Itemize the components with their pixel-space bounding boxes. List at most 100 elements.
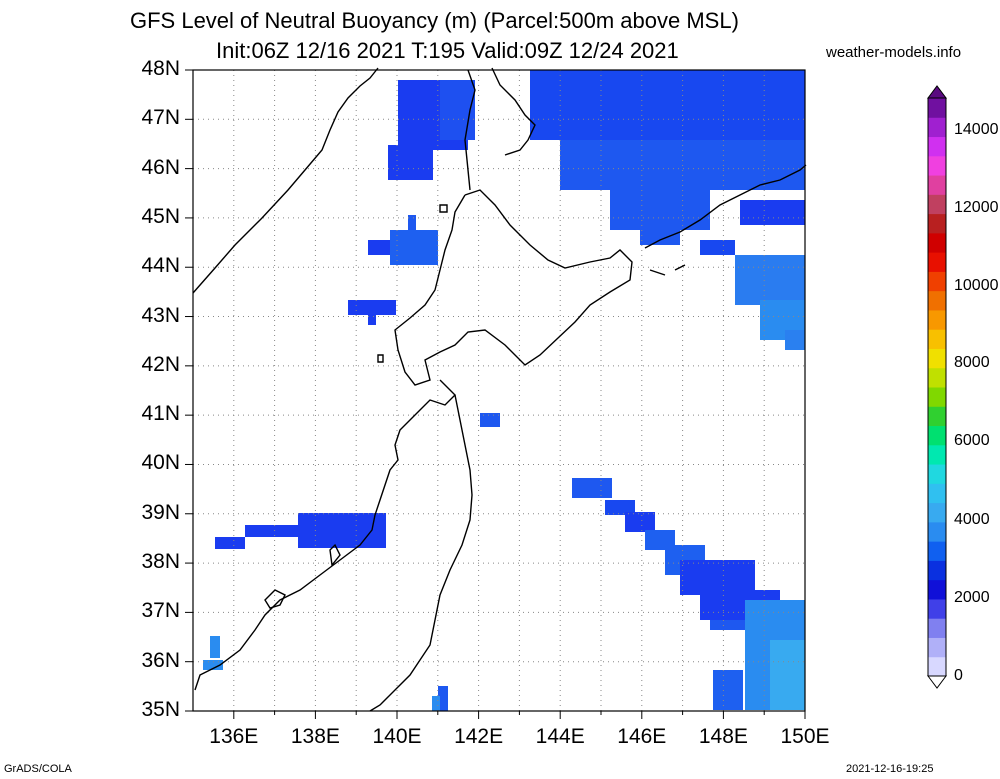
colorbar-segment bbox=[928, 560, 946, 581]
buoyancy-cell bbox=[440, 80, 475, 140]
latitude-label: 35N bbox=[141, 698, 180, 721]
latitude-label: 43N bbox=[141, 303, 180, 327]
colorbar-segment bbox=[928, 175, 946, 195]
longitude-label: 144E bbox=[535, 725, 585, 748]
mainland-coast bbox=[192, 67, 379, 294]
colorbar-segment bbox=[928, 541, 946, 561]
colorbar-top-arrow bbox=[927, 85, 947, 99]
buoyancy-cell bbox=[215, 537, 245, 549]
buoyancy-cell bbox=[368, 315, 376, 325]
buoyancy-cell bbox=[680, 560, 755, 595]
colorbar-segment bbox=[928, 637, 946, 658]
kuril-coast bbox=[644, 164, 807, 249]
colorbar-label: 12000 bbox=[954, 199, 999, 216]
honshu-coast bbox=[194, 379, 456, 691]
colorbar-bottom-arrow bbox=[927, 675, 947, 689]
sakhalin-coast bbox=[464, 67, 536, 191]
colorbar-segment bbox=[928, 579, 946, 600]
colorbar-segment bbox=[928, 232, 946, 253]
buoyancy-cell bbox=[480, 413, 500, 427]
colorbar-segment bbox=[928, 117, 946, 138]
latitude-label: 47N bbox=[141, 106, 180, 130]
colorbar-segment bbox=[928, 329, 946, 349]
buoyancy-cell bbox=[770, 640, 805, 710]
colorbar-segment bbox=[928, 521, 946, 542]
longitude-label: 138E bbox=[290, 725, 340, 748]
buoyancy-cell bbox=[388, 145, 433, 180]
colorbar-label: 2000 bbox=[954, 589, 990, 606]
buoyancy-cell bbox=[640, 225, 680, 245]
buoyancy-cell bbox=[348, 300, 396, 315]
longitude-label: 146E bbox=[617, 725, 667, 748]
latitude-label: 37N bbox=[141, 599, 180, 623]
latitude-label: 42N bbox=[141, 352, 180, 376]
colorbar-segment bbox=[928, 290, 946, 311]
colorbar-frame bbox=[927, 97, 947, 677]
colorbar-segment bbox=[928, 155, 946, 176]
colorbar-label: 6000 bbox=[954, 432, 990, 449]
buoyancy-cell bbox=[432, 696, 440, 711]
colorbar-segment bbox=[928, 464, 946, 484]
footer-timestamp: 2021-12-16-19:25 bbox=[846, 763, 934, 775]
colorbar-segment bbox=[928, 252, 946, 272]
colorbar-segment bbox=[928, 483, 946, 504]
buoyancy-cell bbox=[610, 185, 710, 230]
buoyancy-cell bbox=[210, 636, 220, 658]
plot-frame bbox=[192, 69, 806, 712]
buoyancy-fill-layer bbox=[203, 70, 805, 711]
coastlines bbox=[192, 67, 807, 712]
buoyancy-cell bbox=[530, 70, 805, 140]
hokkaido-coast bbox=[394, 189, 633, 386]
credit-label: weather-models.info bbox=[826, 44, 962, 61]
latitude-label: 46N bbox=[141, 155, 180, 179]
colorbar-segment bbox=[928, 348, 946, 369]
latitude-label: 48N bbox=[141, 57, 180, 80]
longitude-label: 142E bbox=[454, 725, 504, 748]
colorbar-segment bbox=[928, 406, 946, 427]
colorbar-segment bbox=[928, 271, 946, 292]
axis-ticks bbox=[185, 69, 806, 719]
longitude-label: 140E bbox=[372, 725, 422, 748]
colorbar-segment bbox=[928, 136, 946, 157]
longitude-label: 150E bbox=[780, 725, 830, 748]
buoyancy-cell bbox=[625, 512, 655, 532]
buoyancy-cell bbox=[713, 670, 743, 710]
buoyancy-cell bbox=[438, 686, 448, 711]
colorbar-segment bbox=[928, 425, 946, 446]
footer-software: GrADS/COLA bbox=[4, 763, 72, 775]
latitude-label: 40N bbox=[141, 451, 180, 475]
colorbar-segment bbox=[928, 444, 946, 465]
chart-subtitle: Init:06Z 12/16 2021 T:195 Valid:09Z 12/2… bbox=[216, 38, 679, 63]
latitude-label: 41N bbox=[141, 402, 180, 426]
colorbar bbox=[927, 85, 947, 689]
buoyancy-cell bbox=[408, 215, 416, 230]
colorbar-segment bbox=[928, 98, 946, 118]
colorbar-segment bbox=[928, 656, 946, 677]
chart-title: GFS Level of Neutral Buoyancy (m) (Parce… bbox=[130, 8, 739, 33]
buoyancy-cell bbox=[700, 240, 735, 255]
latitude-label: 39N bbox=[141, 500, 180, 524]
buoyancy-cell bbox=[572, 478, 612, 498]
colorbar-segment bbox=[928, 213, 946, 234]
colorbar-label: 10000 bbox=[954, 277, 999, 294]
longitude-label: 148E bbox=[698, 725, 748, 748]
buoyancy-cell bbox=[390, 230, 438, 265]
colorbar-segment bbox=[928, 502, 946, 523]
colorbar-segment bbox=[928, 618, 946, 638]
colorbar-segment bbox=[928, 367, 946, 388]
longitude-label: 136E bbox=[209, 725, 259, 748]
colorbar-label: 8000 bbox=[954, 354, 990, 371]
colorbar-label: 0 bbox=[954, 667, 963, 684]
colorbar-segment bbox=[928, 194, 946, 215]
latitude-label: 38N bbox=[141, 550, 180, 574]
buoyancy-cell bbox=[203, 660, 223, 670]
buoyancy-cell bbox=[298, 513, 386, 548]
buoyancy-cell bbox=[710, 620, 745, 630]
colorbar-segment bbox=[928, 598, 946, 619]
colorbar-label: 14000 bbox=[954, 121, 999, 138]
colorbar-segment bbox=[928, 309, 946, 330]
latitude-label: 36N bbox=[141, 648, 180, 672]
colorbar-segment bbox=[928, 387, 946, 407]
latitude-label: 45N bbox=[141, 204, 180, 228]
